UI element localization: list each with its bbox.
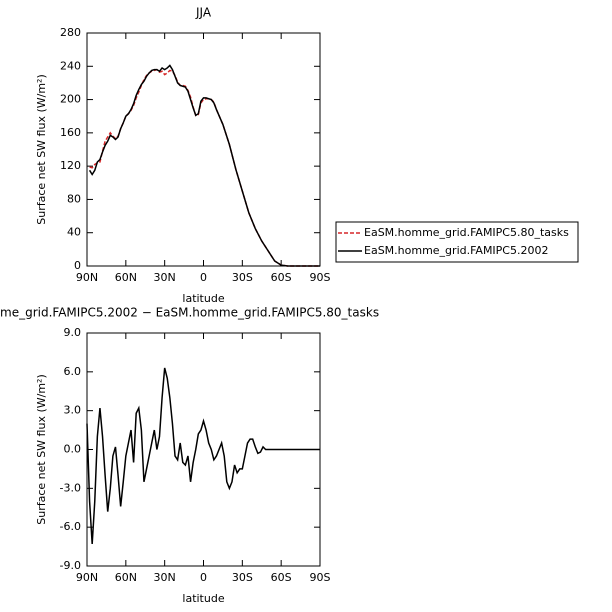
y-tick-label: 0.0 (64, 443, 82, 456)
y-tick-label: 0 (74, 259, 81, 272)
y-tick-label: -9.0 (60, 559, 81, 572)
x-tick-label: 30N (154, 271, 176, 284)
y-axis-label: Surface net SW flux (W/m²) (35, 374, 48, 525)
data-line (86, 367, 320, 545)
plot-frame (86, 32, 321, 267)
y-tick-label: 80 (67, 192, 81, 205)
x-axis-label: latitude (182, 592, 224, 605)
x-tick-label: 90S (310, 271, 331, 284)
data-line (88, 64, 320, 267)
y-tick-label: 200 (60, 93, 81, 106)
x-tick-label: 60S (271, 271, 292, 284)
legend-label: EaSM.homme_grid.FAMIPC5.2002 (364, 244, 548, 257)
legend-label: EaSM.homme_grid.FAMIPC5.80_tasks (364, 226, 569, 239)
y-tick-label: 120 (60, 159, 81, 172)
x-tick-label: 30N (154, 571, 176, 584)
x-tick-label: 90S (310, 571, 331, 584)
y-tick-label: -3.0 (60, 481, 81, 494)
x-tick-label: 30S (232, 571, 253, 584)
y-tick-label: 280 (60, 26, 81, 39)
y-tick-label: 40 (67, 226, 81, 239)
chart-title: JJA (195, 6, 212, 20)
chart-title: me_grid.FAMIPC5.2002 − EaSM.homme_grid.F… (0, 306, 379, 320)
x-tick-label: 30S (232, 271, 253, 284)
x-tick-label: 0 (200, 271, 207, 284)
x-tick-label: 60N (115, 571, 137, 584)
x-tick-label: 60S (271, 571, 292, 584)
y-tick-label: 240 (60, 59, 81, 72)
data-line (89, 68, 320, 267)
x-tick-label: 0 (200, 571, 207, 584)
x-axis-label: latitude (182, 292, 224, 305)
x-tick-label: 90N (76, 571, 98, 584)
y-tick-label: -6.0 (60, 520, 81, 533)
y-tick-label: 160 (60, 126, 81, 139)
x-tick-label: 90N (76, 271, 98, 284)
x-tick-label: 60N (115, 271, 137, 284)
plot-frame (86, 332, 321, 567)
y-axis-label: Surface net SW flux (W/m²) (35, 74, 48, 225)
y-tick-label: 9.0 (64, 326, 82, 339)
y-tick-label: 6.0 (64, 365, 82, 378)
y-tick-label: 3.0 (64, 404, 82, 417)
legend-box (335, 221, 579, 263)
